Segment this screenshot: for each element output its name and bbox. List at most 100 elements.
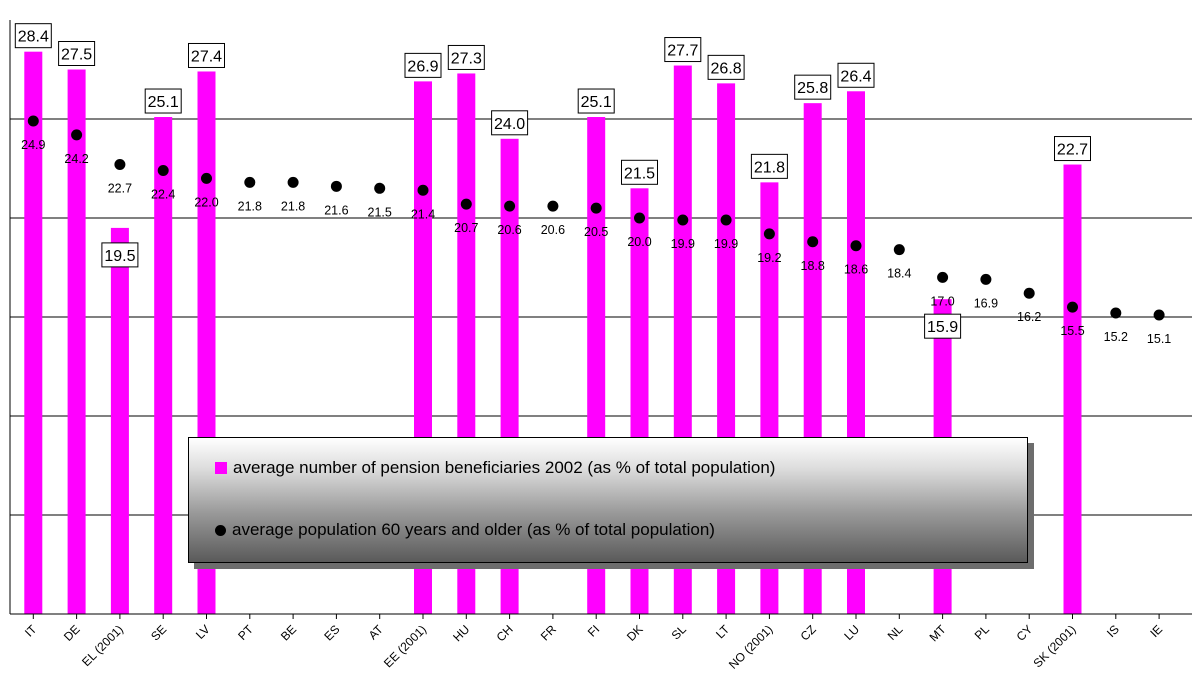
point-label-12: 20.6 — [541, 223, 565, 237]
point-13 — [590, 202, 602, 214]
point-label-25: 15.2 — [1104, 330, 1128, 344]
point-24 — [1067, 301, 1078, 313]
point-0 — [27, 115, 39, 127]
point-21 — [937, 271, 949, 283]
point-label-16: 19.9 — [714, 237, 738, 251]
point-19 — [850, 240, 862, 252]
bar-24 — [1063, 164, 1082, 615]
point-label-19: 18.6 — [844, 263, 868, 277]
point-5 — [244, 176, 256, 188]
x-tick-label-23: CY — [1014, 622, 1036, 644]
bar-label-14: 21.5 — [624, 165, 655, 182]
point-label-17: 19.2 — [757, 251, 781, 265]
bar-label-24: 22.7 — [1057, 142, 1088, 159]
legend-item-pension: average number of pension beneficiaries … — [215, 458, 775, 478]
point-label-4: 22.0 — [194, 195, 218, 209]
bar-label-10: 27.3 — [451, 50, 482, 67]
x-tick-label-21: MT — [927, 622, 950, 645]
point-label-8: 21.5 — [368, 205, 392, 219]
point-1 — [71, 129, 83, 141]
point-23 — [1023, 287, 1035, 299]
x-tick-label-11: CH — [494, 622, 516, 644]
bar-label-16: 26.8 — [711, 60, 742, 77]
x-tick-label-15: SL — [669, 622, 690, 643]
point-label-20: 18.4 — [887, 267, 911, 281]
bar-label-box-14 — [621, 159, 658, 185]
x-tick-label-24: SK (2001) — [1031, 622, 1079, 670]
point-8 — [374, 182, 386, 194]
bar-0 — [24, 51, 43, 615]
point-label-23: 16.2 — [1017, 310, 1041, 324]
point-15 — [677, 214, 689, 226]
x-tick-label-17: NO (2001) — [726, 622, 776, 672]
point-7 — [330, 180, 342, 192]
bar-label-19: 26.4 — [840, 68, 871, 85]
x-tick-label-8: AT — [366, 622, 387, 643]
point-label-5: 21.8 — [238, 199, 262, 213]
x-tick-label-12: FR — [538, 622, 559, 643]
legend: average number of pension beneficiaries … — [188, 437, 1028, 563]
bar-label-13: 25.1 — [581, 94, 612, 111]
x-tick-label-1: DE — [61, 622, 83, 644]
bar-label-box-17 — [750, 153, 788, 179]
bar-label-box-0 — [14, 23, 52, 49]
x-tick-label-0: IT — [22, 622, 40, 640]
point-label-9: 21.4 — [411, 207, 435, 221]
dot-series: 24.9 24.2 22.7 22.4 22.0 21.8 21.8 21.6 21.5 21.4… — [21, 115, 1171, 346]
bar-label-21: 15.9 — [927, 319, 958, 336]
x-tick-label-6: BE — [278, 622, 299, 643]
x-tick-label-16: LT — [713, 622, 733, 642]
point-label-26: 15.1 — [1147, 332, 1171, 346]
bar-label-15: 27.7 — [667, 43, 698, 60]
bar-label-box-13 — [577, 88, 615, 114]
x-tick-label-9: EE (2001) — [381, 622, 429, 670]
legend-dot-population — [215, 524, 226, 536]
point-label-13: 20.5 — [584, 225, 608, 239]
point-18 — [807, 236, 819, 248]
bar-1 — [67, 69, 86, 614]
point-12 — [547, 200, 559, 212]
point-label-24: 15.5 — [1060, 324, 1084, 338]
x-tick-label-13: FI — [585, 622, 602, 639]
bar-label-box-4 — [188, 42, 225, 68]
point-25 — [1110, 307, 1122, 319]
point-2 — [114, 159, 126, 171]
point-20 — [893, 244, 905, 256]
legend-item-population: average population 60 years and older (a… — [215, 520, 715, 540]
x-tick-label-18: CZ — [798, 622, 819, 643]
bar-label-box-24 — [1054, 136, 1091, 162]
bar-label-box-16 — [707, 54, 745, 80]
point-label-0: 24.9 — [21, 138, 45, 152]
x-tick-label-4: LV — [193, 622, 213, 642]
bar-label-box-19 — [837, 62, 875, 88]
point-label-10: 20.7 — [454, 221, 478, 235]
point-6 — [287, 176, 299, 188]
bar-label-box-1 — [58, 41, 96, 66]
point-10 — [460, 198, 472, 210]
x-tick-label-25: IS — [1104, 622, 1122, 640]
bar-label-17: 21.8 — [754, 159, 785, 176]
bar-label-4: 27.4 — [191, 48, 222, 65]
bar-label-9: 26.9 — [407, 58, 438, 75]
point-3 — [157, 164, 169, 176]
x-tick-label-19: LU — [841, 622, 862, 643]
point-9 — [417, 184, 429, 196]
legend-label-population: average population 60 years and older (a… — [232, 520, 715, 539]
point-label-15: 19.9 — [671, 237, 695, 251]
bar-label-box-15 — [664, 37, 702, 63]
bar-label-box-11 — [491, 110, 529, 136]
point-label-1: 24.2 — [64, 152, 88, 166]
point-label-18: 18.8 — [801, 259, 825, 273]
bar-label-box-2 — [101, 242, 139, 268]
bar-label-1: 27.5 — [61, 47, 92, 64]
point-14 — [634, 212, 645, 224]
bar-label-18: 25.8 — [797, 80, 828, 97]
point-label-21: 17.0 — [930, 294, 954, 308]
bar-label-box-18 — [794, 74, 832, 100]
x-tick-label-20: NL — [885, 622, 906, 643]
bar-label-11: 24.0 — [494, 116, 525, 133]
x-tick-label-10: HU — [450, 622, 472, 644]
bar-label-box-9 — [404, 52, 442, 78]
bar-label-box-21 — [924, 313, 962, 339]
